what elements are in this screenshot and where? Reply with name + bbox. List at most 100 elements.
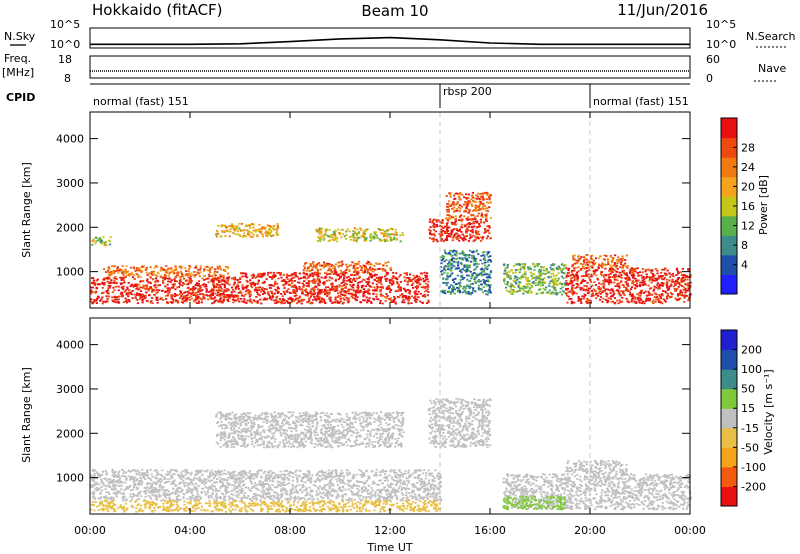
heatmap-cell [235,491,238,493]
heatmap-cell [548,282,551,285]
heatmap-cell [621,296,624,299]
heatmap-cell [648,269,651,272]
heatmap-cell [288,283,291,286]
heatmap-cell [462,239,465,242]
heatmap-cell [177,301,180,304]
heatmap-cell [630,286,633,289]
heatmap-cell [471,231,474,234]
heatmap-cell [135,284,138,287]
heatmap-cell [107,239,110,242]
heatmap-cell [369,266,372,269]
heatmap-cell [103,277,106,280]
heatmap-cell [305,291,308,294]
heatmap-cell [638,284,641,286]
heatmap-cell [232,294,235,297]
heatmap-cell [410,302,413,304]
heatmap-cell [454,236,457,239]
heatmap-cell [244,272,247,275]
heatmap-cell [576,278,579,280]
heatmap-cell [201,293,204,295]
heatmap-cell [308,497,311,500]
heatmap-cell [582,266,585,268]
heatmap-cell [575,292,578,295]
heatmap-cell [186,489,189,491]
heatmap-cell [406,298,409,301]
heatmap-cell [286,273,289,276]
heatmap-cell [550,273,553,275]
heatmap-cell [263,281,266,284]
heatmap-cell [173,295,176,298]
heatmap-cell [110,497,113,500]
heatmap-cell [187,290,190,293]
heatmap-cell [525,280,529,282]
heatmap-cell [173,272,176,274]
heatmap-cell [656,272,659,275]
heatmap-cell [90,292,93,295]
heatmap-cell [174,269,177,272]
heatmap-cell [557,272,560,275]
heatmap-cell [647,297,650,300]
heatmap-cell [601,263,604,266]
heatmap-cell [595,268,598,271]
heatmap-cell [254,282,257,285]
heatmap-cell [239,281,242,283]
heatmap-cell [370,263,373,266]
heatmap-cell [139,298,142,300]
heatmap-cell [394,297,397,300]
heatmap-cell [432,228,436,231]
heatmap-cell [572,284,575,287]
heatmap-cell [310,280,313,283]
heatmap-cell [429,232,432,234]
heatmap-cell [136,498,139,501]
heatmap-cell [245,279,248,282]
heatmap-cell [274,282,277,285]
heatmap-cell [429,489,432,491]
heatmap-cell [117,484,120,487]
heatmap-cell [166,283,169,286]
heatmap-cell [583,295,586,298]
heatmap-cell [262,298,265,301]
heatmap-cell [447,268,450,271]
heatmap-cell [347,499,351,502]
heatmap-cell [165,265,168,267]
heatmap-cell [607,277,610,280]
heatmap-cell [143,486,146,489]
heatmap-cell [476,205,479,208]
heatmap-cell [584,275,587,278]
heatmap-cell [328,228,331,231]
heatmap-cell [311,266,314,269]
heatmap-cell [358,489,361,492]
heatmap-cell [487,229,490,232]
heatmap-cell [399,274,402,276]
heatmap-cell [141,298,144,301]
heatmap-cell [433,226,436,228]
heatmap-cell [259,298,262,301]
heatmap-cell [573,279,576,282]
heatmap-cell [202,270,206,273]
heatmap-cell [275,231,278,233]
heatmap-cell [410,278,414,281]
heatmap-cell [155,498,159,501]
heatmap-cell [279,301,283,304]
heatmap-cell [327,286,330,289]
heatmap-cell [321,264,324,267]
heatmap-cell [146,278,149,281]
heatmap-cell [267,293,271,296]
heatmap-cell [157,272,160,275]
heatmap-cell [508,290,511,293]
heatmap-cell [281,298,285,300]
heatmap-cell [581,278,584,281]
heatmap-cell [217,233,220,235]
heatmap-cell [115,269,119,271]
heatmap-cell [212,288,215,290]
heatmap-cell [240,492,243,495]
heatmap-cell [537,284,540,286]
heatmap-cell [117,289,120,292]
heatmap-cell [381,286,384,289]
heatmap-cell [480,214,483,217]
heatmap-cell [458,284,461,286]
heatmap-cell [385,274,388,276]
heatmap-cell [686,278,689,281]
heatmap-cell [233,487,236,489]
heatmap-cell [167,292,170,295]
